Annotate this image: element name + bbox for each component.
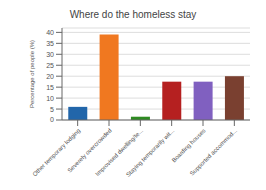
html-text:Where do the homeless stay: Where do the homeless stay [69,9,197,20]
svg-text:Staying temporarily wit...: Staying temporarily wit... [125,127,176,178]
svg-text:Boarding houses: Boarding houses [171,127,207,163]
svg-text:30: 30 [46,51,54,58]
svg-text:Severely overcrowded: Severely overcrowded [66,127,113,174]
svg-text:0: 0 [50,116,54,123]
svg-text:40: 40 [46,29,54,36]
svg-text:35: 35 [46,40,54,47]
svg-text:5: 5 [50,106,54,113]
svg-text:Percentage of people (%): Percentage of people (%) [29,40,35,108]
svg-text:Other temporary lodging: Other temporary lodging [31,127,82,178]
svg-text:20: 20 [46,73,54,80]
svg-text:15: 15 [46,84,54,91]
svg-text:Improvised dwelling/te...: Improvised dwelling/te... [94,127,145,178]
svg-text:Supported accommod...: Supported accommod... [189,127,239,177]
svg-text:10: 10 [46,95,54,102]
svg-text:25: 25 [46,62,54,69]
